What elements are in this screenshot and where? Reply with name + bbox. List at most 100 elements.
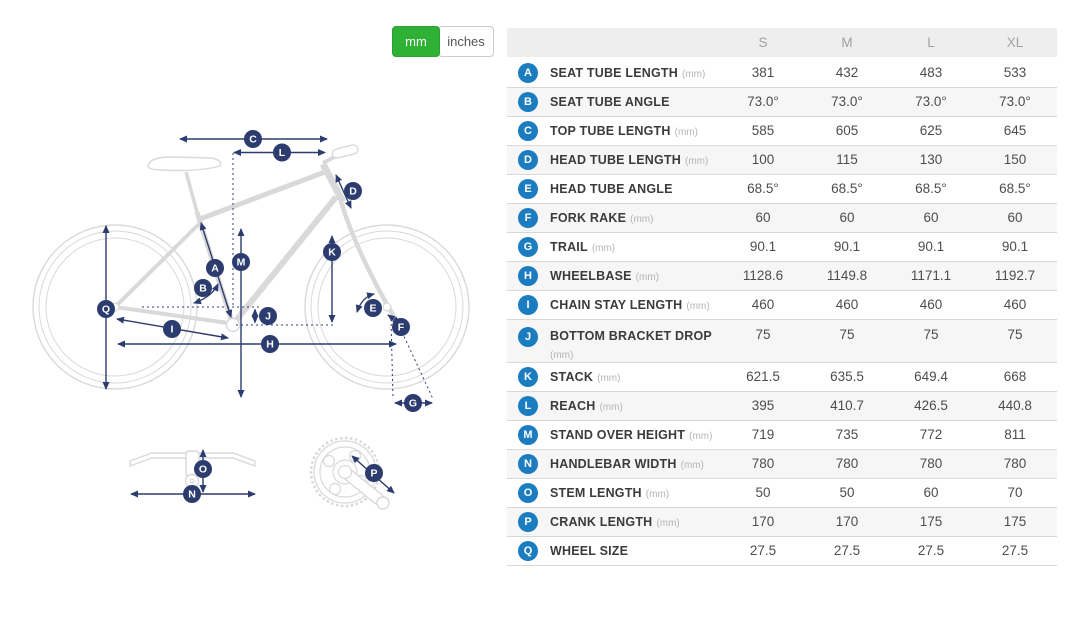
table-row: K STACK (mm) 621.5 635.5 649.4 668 xyxy=(507,362,1057,391)
metric-unit: (mm) xyxy=(656,517,680,529)
row-letter-badge: P xyxy=(518,511,538,532)
table-row: N HANDLEBAR WIDTH (mm) 780 780 780 780 xyxy=(507,449,1057,478)
svg-text:F: F xyxy=(398,322,405,334)
value-cell: 483 xyxy=(919,65,943,81)
metric-label: BOTTOM BRACKET DROP xyxy=(550,328,712,343)
diagram-badge-f: F xyxy=(392,318,410,336)
metric-label: HEAD TUBE ANGLE xyxy=(550,181,673,196)
value-cell: 60 xyxy=(755,210,771,225)
metric-label: TRAIL xyxy=(550,239,588,254)
value-cell: 175 xyxy=(1003,514,1027,529)
value-cell: 68.5° xyxy=(747,181,779,196)
value-cell: 100 xyxy=(751,152,775,167)
value-cell: 60 xyxy=(923,485,939,500)
svg-text:B: B xyxy=(199,283,207,295)
value-cell: 60 xyxy=(923,210,939,225)
value-cell: 73.0° xyxy=(999,94,1031,109)
diagram-badge-k: K xyxy=(323,243,341,261)
table-row: E HEAD TUBE ANGLE 68.5° 68.5° 68.5° 68.5… xyxy=(507,174,1057,203)
value-cell: 460 xyxy=(1003,297,1027,312)
metric-unit: (mm) xyxy=(686,300,710,312)
label-cell: WHEEL SIZE xyxy=(549,536,721,565)
badge-cell: N xyxy=(507,449,549,478)
diagram-badge-o: O xyxy=(194,460,212,478)
value-cell: 395 xyxy=(751,398,775,413)
table-row: G TRAIL (mm) 90.1 90.1 90.1 90.1 xyxy=(507,232,1057,261)
metric-label: STACK xyxy=(550,369,594,384)
table-row: I CHAIN STAY LENGTH (mm) 460 460 460 460 xyxy=(507,290,1057,319)
label-cell: STACK (mm) xyxy=(549,362,721,391)
row-letter-badge: G xyxy=(518,236,538,257)
badge-cell: D xyxy=(507,145,549,174)
value-cell: 625 xyxy=(919,123,943,138)
metric-unit: (mm) xyxy=(591,242,616,254)
table-row: D HEAD TUBE LENGTH (mm) 100 115 130 150 xyxy=(507,145,1057,174)
diagram-badge-i: I xyxy=(163,320,181,338)
value-cell: 780 xyxy=(835,456,859,471)
row-letter-badge: C xyxy=(518,120,538,141)
mm-toggle-button[interactable]: mm xyxy=(392,26,440,57)
value-cell: 780 xyxy=(919,456,943,471)
svg-text:M: M xyxy=(237,257,246,269)
header-badge-spacer xyxy=(507,28,549,59)
value-cell: 50 xyxy=(755,485,771,500)
bike-geometry-diagram: C L D A B M K E F Q J I H G O N P xyxy=(32,130,470,510)
value-cell: 27.5 xyxy=(833,543,861,558)
value-cell: 635.5 xyxy=(830,369,864,384)
metric-unit: (mm) xyxy=(599,401,623,413)
svg-text:H: H xyxy=(266,339,274,351)
table-row: J BOTTOM BRACKET DROP (mm) 75 75 75 75 xyxy=(507,319,1057,362)
metric-label: REACH xyxy=(550,398,596,413)
value-cell: 381 xyxy=(751,65,775,81)
row-letter-badge: M xyxy=(518,424,538,445)
row-letter-badge: K xyxy=(518,366,538,387)
value-cell: 811 xyxy=(1004,427,1026,442)
row-letter-badge: B xyxy=(518,91,538,112)
unit-toggle: mm inches xyxy=(392,26,494,57)
badge-cell: M xyxy=(507,420,549,449)
value-cell: 426.5 xyxy=(914,398,948,413)
value-cell: 533 xyxy=(1003,65,1027,81)
row-letter-badge: O xyxy=(518,482,538,503)
diagram-badge-m: M xyxy=(232,253,250,271)
svg-text:A: A xyxy=(211,263,219,275)
header-label-spacer xyxy=(549,28,721,59)
value-cell: 27.5 xyxy=(917,543,945,558)
metric-unit: (mm) xyxy=(635,271,659,283)
label-cell: REACH (mm) xyxy=(549,391,721,420)
label-cell: CHAIN STAY LENGTH (mm) xyxy=(549,290,721,319)
badge-cell: J xyxy=(507,319,549,362)
value-cell: 60 xyxy=(839,210,855,225)
table-row: B SEAT TUBE ANGLE 73.0° 73.0° 73.0° 73.0… xyxy=(507,87,1057,116)
row-letter-badge: H xyxy=(518,265,538,286)
value-cell: 1171.1 xyxy=(910,268,952,283)
value-cell: 73.0° xyxy=(831,94,863,109)
inches-toggle-button[interactable]: inches xyxy=(438,26,494,57)
label-cell: HEAD TUBE LENGTH (mm) xyxy=(549,145,721,174)
row-letter-badge: F xyxy=(518,207,538,228)
badge-cell: Q xyxy=(507,536,549,565)
metric-unit: (mm) xyxy=(680,459,704,471)
value-cell: 460 xyxy=(835,297,859,312)
value-cell: 1192.7 xyxy=(994,268,1036,283)
badge-cell: A xyxy=(507,58,549,87)
metric-label: SEAT TUBE LENGTH xyxy=(550,65,678,80)
value-cell: 440.8 xyxy=(998,398,1032,413)
size-column-header-m: M xyxy=(805,28,889,59)
label-cell: SEAT TUBE LENGTH (mm) xyxy=(549,58,721,87)
metric-label: HEAD TUBE LENGTH xyxy=(550,152,681,167)
diagram-badge-n: N xyxy=(183,485,201,503)
label-cell: STAND OVER HEIGHT (mm) xyxy=(549,420,721,449)
value-cell: 70 xyxy=(1007,485,1023,500)
value-cell: 150 xyxy=(1003,152,1027,167)
value-cell: 73.0° xyxy=(915,94,947,109)
row-letter-badge: A xyxy=(518,62,538,83)
diagram-badge-l: L xyxy=(273,143,291,162)
diagram-badge-b: B xyxy=(194,279,212,297)
value-cell: 780 xyxy=(1003,456,1027,471)
label-cell: FORK RAKE (mm) xyxy=(549,203,721,232)
badge-cell: C xyxy=(507,116,549,145)
svg-text:G: G xyxy=(409,398,417,410)
value-cell: 90.1 xyxy=(749,239,777,254)
value-cell: 605 xyxy=(835,123,859,138)
